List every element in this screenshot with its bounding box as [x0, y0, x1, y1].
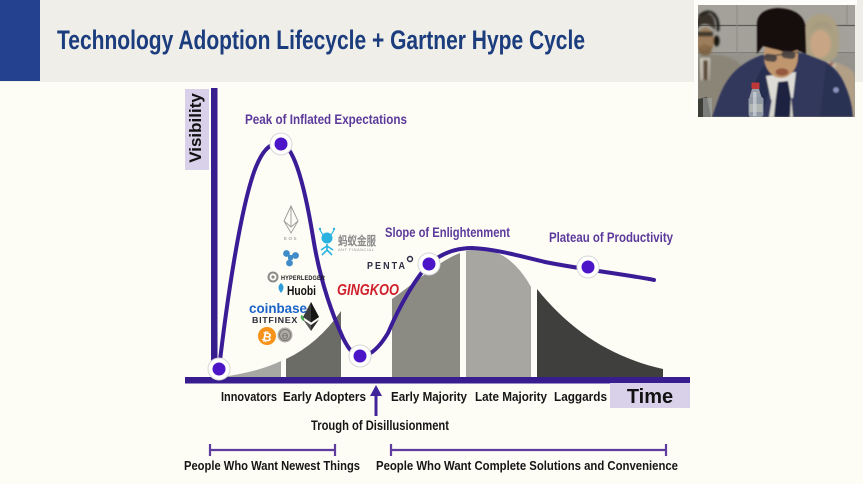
svg-text:Peak of Inflated Expectations: Peak of Inflated Expectations: [245, 112, 407, 127]
svg-text:Early Majority: Early Majority: [391, 389, 468, 404]
svg-text:coinbase: coinbase: [249, 300, 307, 316]
svg-text:Visibility: Visibility: [186, 93, 205, 163]
svg-text:Innovators: Innovators: [221, 389, 277, 404]
svg-text:Slope of Enlightenment: Slope of Enlightenment: [385, 225, 510, 240]
svg-text:EOS: EOS: [284, 236, 298, 241]
svg-text:Plateau of Productivity: Plateau of Productivity: [549, 230, 673, 245]
svg-text:Ɵ: Ɵ: [282, 332, 288, 341]
svg-text:Technology Adoption Lifecycle: Technology Adoption Lifecycle + Gartner …: [57, 25, 585, 55]
svg-text:₿: ₿: [261, 329, 274, 345]
svg-text:Time: Time: [627, 386, 673, 408]
svg-text:GINGKOO: GINGKOO: [337, 282, 399, 299]
svg-text:PENTA: PENTA: [367, 260, 407, 272]
svg-text:People Who Want Newest Things: People Who Want Newest Things: [184, 459, 360, 473]
svg-text:People Who Want Complete Solut: People Who Want Complete Solutions and C…: [376, 459, 678, 473]
svg-text:Early Adopters: Early Adopters: [283, 389, 366, 404]
svg-text:Huobi: Huobi: [287, 283, 316, 298]
svg-text:BITFINEX: BITFINEX: [252, 316, 298, 325]
svg-text:ANT FINANCIAL: ANT FINANCIAL: [338, 247, 375, 252]
svg-text:Late Majority: Late Majority: [475, 389, 548, 404]
svg-text:Laggards: Laggards: [554, 389, 607, 404]
svg-text:蚂蚁金服: 蚂蚁金服: [338, 233, 377, 248]
svg-text:HYPERLEDGER: HYPERLEDGER: [281, 276, 325, 282]
svg-text:Trough of Disillusionment: Trough of Disillusionment: [311, 418, 449, 433]
